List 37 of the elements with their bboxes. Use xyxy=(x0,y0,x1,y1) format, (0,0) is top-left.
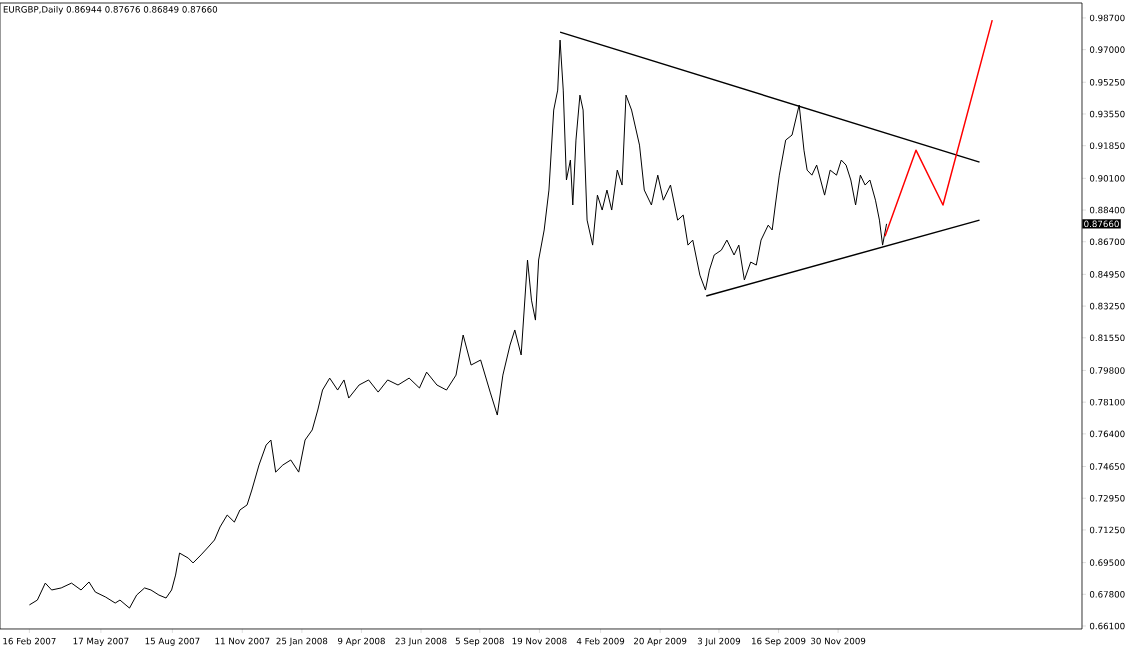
y-tick-label: 0.90100 xyxy=(1089,175,1125,182)
x-tick-label: 11 Nov 2007 xyxy=(215,637,270,645)
x-tick-label: 20 Apr 2009 xyxy=(634,637,687,646)
x-tick-label: 23 Jun 2008 xyxy=(395,637,447,646)
x-tick-label: 4 Feb 2009 xyxy=(576,637,625,645)
x-tick-label: 5 Sep 2008 xyxy=(455,637,504,646)
y-tick-label: 0.84950 xyxy=(1089,271,1125,278)
x-tick-label: 19 Nov 2008 xyxy=(512,637,567,645)
y-tick-label: 0.81550 xyxy=(1089,334,1125,342)
text: 0.87660 xyxy=(1084,220,1119,228)
y-tick-label: 0.98700 xyxy=(1089,14,1125,22)
x-tick-label: 17 May 2007 xyxy=(73,637,129,646)
y-tick-label: 0.71250 xyxy=(1089,526,1125,534)
x-tick-label: 16 Sep 2009 xyxy=(752,637,806,646)
x-tick-label: 16 Feb 2007 xyxy=(3,637,56,645)
x-tick-label: 25 Jan 2008 xyxy=(276,637,328,646)
x-tick-label: 9 Apr 2008 xyxy=(337,637,385,646)
y-tick-label: 0.66100 xyxy=(1089,622,1125,630)
y-tick-label: 0.67800 xyxy=(1089,591,1125,598)
y-tick-label: 0.95250 xyxy=(1089,79,1125,86)
y-tick-label: 0.97000 xyxy=(1089,46,1125,53)
y-tick-label: 0.86700 xyxy=(1089,238,1125,246)
y-tick-label: 0.88400 xyxy=(1089,206,1125,214)
chart-title: EURGBP,Daily 0.86944 0.87676 0.86849 0.87660 xyxy=(3,5,218,15)
y-tick-label: 0.93550 xyxy=(1089,110,1125,118)
y-tick-label: 0.69500 xyxy=(1089,559,1125,566)
y-tick-label: 0.79800 xyxy=(1089,367,1125,374)
y-tick-label: 0.74650 xyxy=(1089,463,1125,470)
y-tick-label: 0.91850 xyxy=(1089,142,1125,149)
y-tick-label: 0.78100 xyxy=(1089,398,1125,406)
y-tick-label: 0.72950 xyxy=(1089,494,1125,502)
line-series xyxy=(884,19,993,237)
x-tick-label: 30 Nov 2009 xyxy=(811,637,866,645)
y-tick-label: 0.76400 xyxy=(1089,430,1125,438)
y-tick-label: 0.83250 xyxy=(1089,302,1125,310)
x-tick-label: 15 Aug 2007 xyxy=(145,637,200,646)
x-tick-label: 3 Jul 2009 xyxy=(697,637,741,647)
